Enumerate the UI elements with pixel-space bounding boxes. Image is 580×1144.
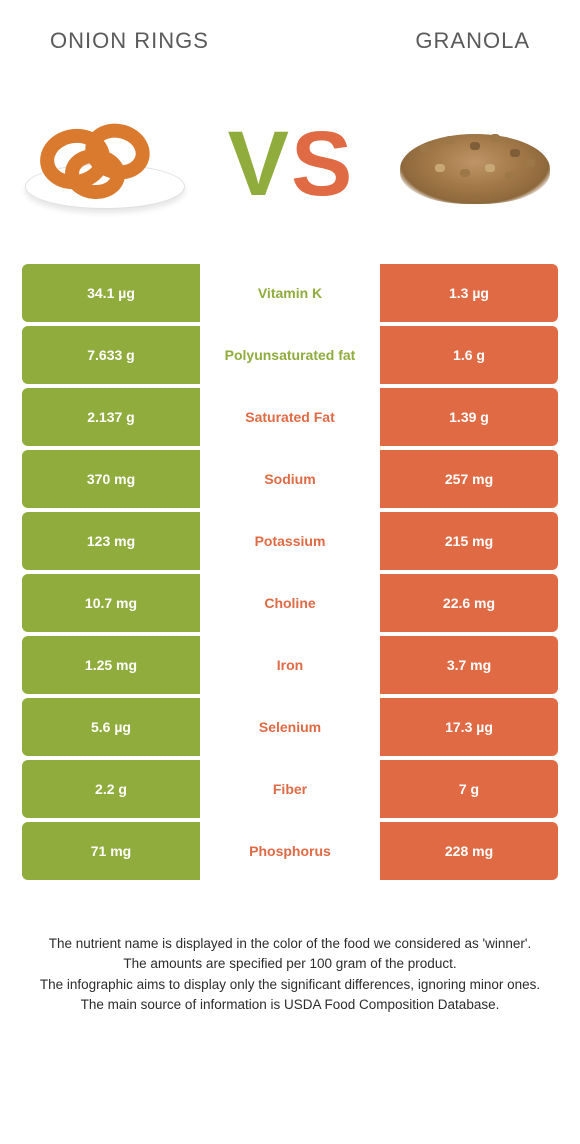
right-value: 22.6 mg xyxy=(380,574,558,632)
left-value: 10.7 mg xyxy=(22,574,200,632)
vs-v: V xyxy=(228,118,289,210)
nutrient-label: Vitamin K xyxy=(200,264,380,322)
granola-icon xyxy=(390,114,560,214)
right-value: 215 mg xyxy=(380,512,558,570)
left-value: 2.2 g xyxy=(22,760,200,818)
right-value: 1.3 µg xyxy=(380,264,558,322)
table-row: 7.633 gPolyunsaturated fat1.6 g xyxy=(22,326,558,384)
nutrient-label: Choline xyxy=(200,574,380,632)
table-row: 2.137 gSaturated Fat1.39 g xyxy=(22,388,558,446)
nutrient-label: Fiber xyxy=(200,760,380,818)
table-row: 10.7 mgCholine22.6 mg xyxy=(22,574,558,632)
right-value: 17.3 µg xyxy=(380,698,558,756)
right-value: 257 mg xyxy=(380,450,558,508)
left-value: 7.633 g xyxy=(22,326,200,384)
table-row: 5.6 µgSelenium17.3 µg xyxy=(22,698,558,756)
right-value: 1.39 g xyxy=(380,388,558,446)
vs-s: S xyxy=(291,118,352,210)
nutrient-label: Iron xyxy=(200,636,380,694)
table-row: 370 mgSodium257 mg xyxy=(22,450,558,508)
nutrient-label: Saturated Fat xyxy=(200,388,380,446)
left-value: 34.1 µg xyxy=(22,264,200,322)
nutrient-label: Polyunsaturated fat xyxy=(200,326,380,384)
right-food-title: GRANOLA xyxy=(415,28,530,54)
table-row: 123 mgPotassium215 mg xyxy=(22,512,558,570)
footer-line: The nutrient name is displayed in the co… xyxy=(30,934,550,954)
table-row: 34.1 µgVitamin K1.3 µg xyxy=(22,264,558,322)
left-value: 5.6 µg xyxy=(22,698,200,756)
nutrient-label: Phosphorus xyxy=(200,822,380,880)
footer-line: The infographic aims to display only the… xyxy=(30,975,550,995)
right-value: 3.7 mg xyxy=(380,636,558,694)
vs-label: V S xyxy=(228,118,353,210)
left-value: 2.137 g xyxy=(22,388,200,446)
right-value: 7 g xyxy=(380,760,558,818)
onion-rings-icon xyxy=(25,114,185,214)
comparison-table: 34.1 µgVitamin K1.3 µg7.633 gPolyunsatur… xyxy=(0,264,580,880)
right-food-image xyxy=(390,104,560,224)
left-food-title: ONION RINGS xyxy=(50,28,209,54)
hero-row: V S xyxy=(0,54,580,264)
left-value: 1.25 mg xyxy=(22,636,200,694)
nutrient-label: Potassium xyxy=(200,512,380,570)
left-value: 71 mg xyxy=(22,822,200,880)
left-value: 370 mg xyxy=(22,450,200,508)
left-food-image xyxy=(20,104,190,224)
table-row: 71 mgPhosphorus228 mg xyxy=(22,822,558,880)
right-value: 228 mg xyxy=(380,822,558,880)
right-value: 1.6 g xyxy=(380,326,558,384)
nutrient-label: Sodium xyxy=(200,450,380,508)
footer-line: The main source of information is USDA F… xyxy=(30,995,550,1015)
table-row: 1.25 mgIron3.7 mg xyxy=(22,636,558,694)
footer-line: The amounts are specified per 100 gram o… xyxy=(30,954,550,974)
nutrient-label: Selenium xyxy=(200,698,380,756)
left-value: 123 mg xyxy=(22,512,200,570)
footer-notes: The nutrient name is displayed in the co… xyxy=(0,884,580,1015)
title-row: ONION RINGS GRANOLA xyxy=(0,0,580,54)
table-row: 2.2 gFiber7 g xyxy=(22,760,558,818)
